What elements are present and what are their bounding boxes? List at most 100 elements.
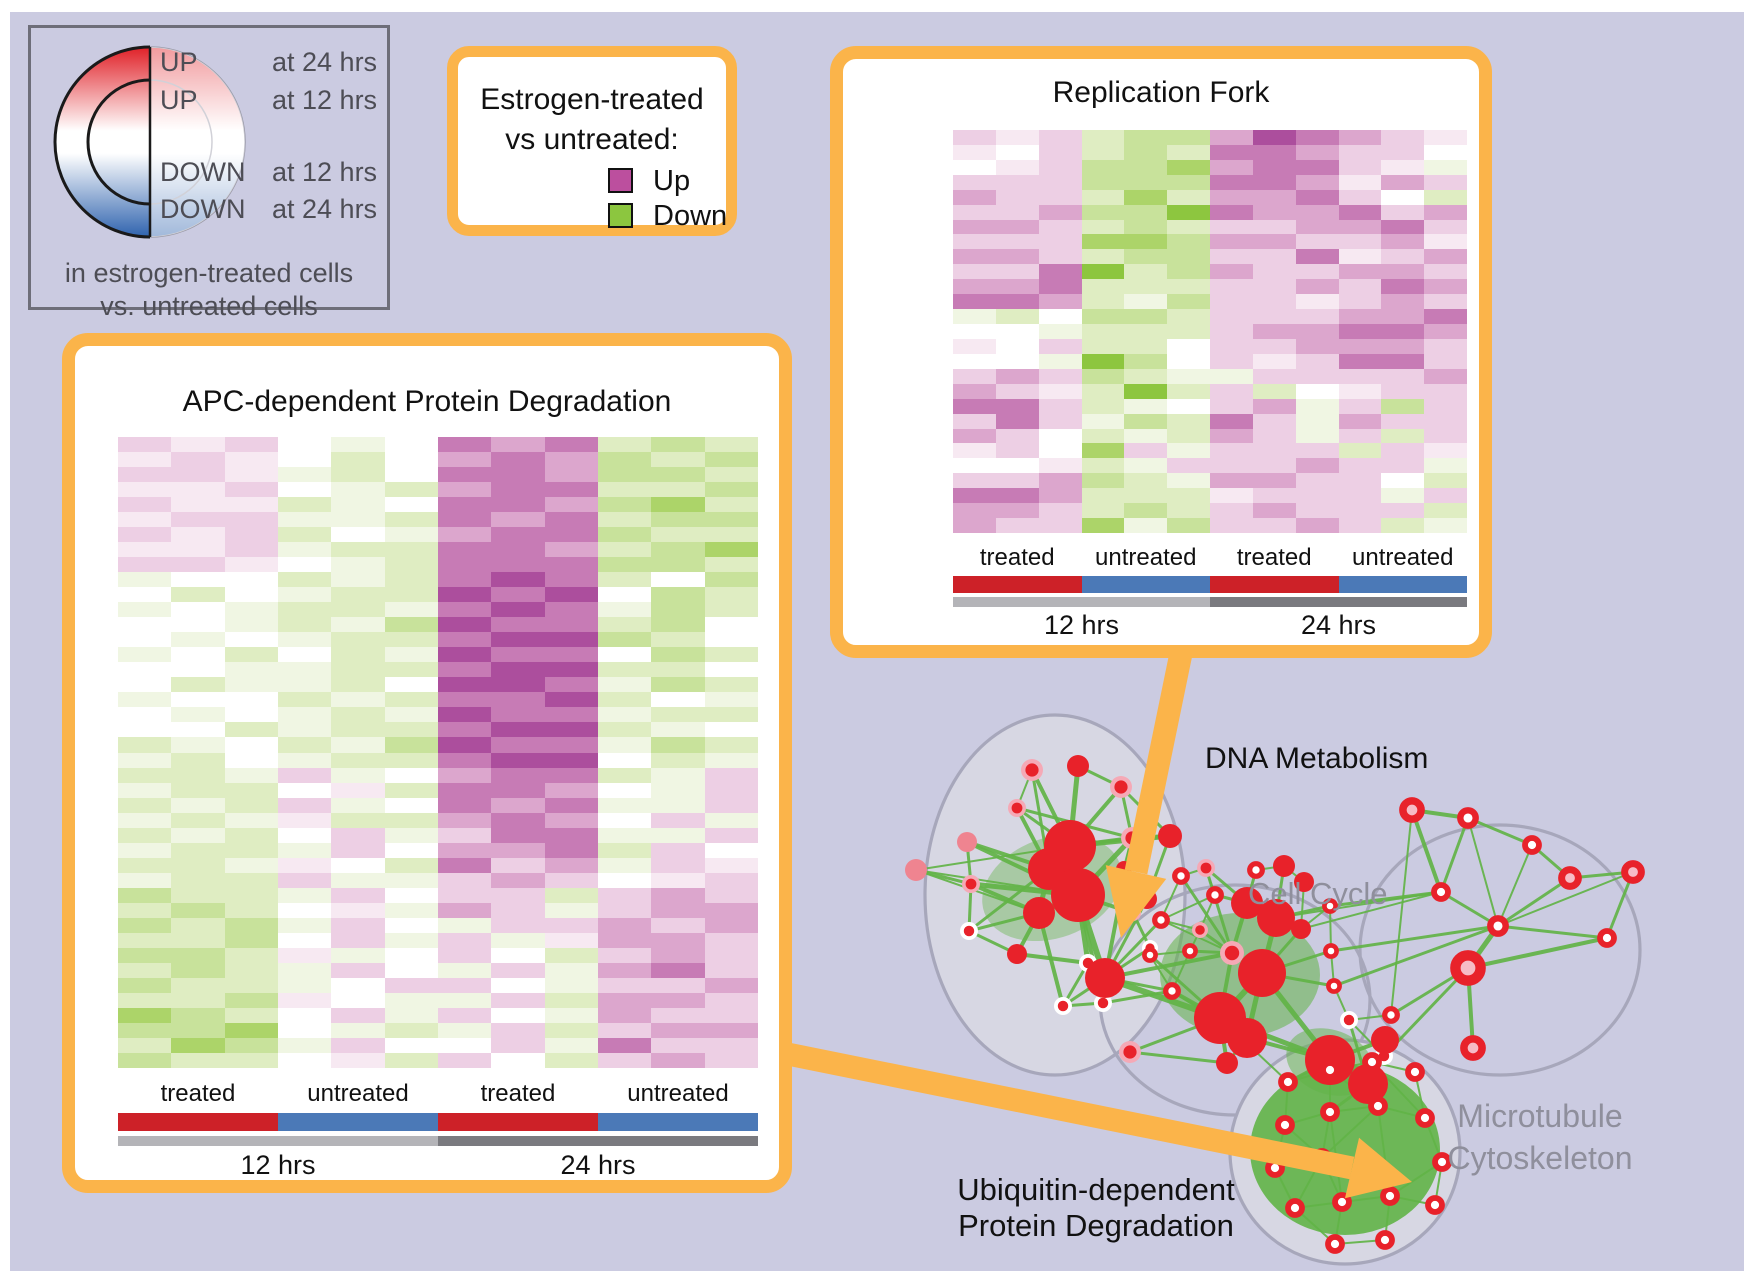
heat-cell — [1252, 130, 1297, 146]
heat-cell — [598, 782, 653, 799]
heat-cell — [1038, 189, 1083, 206]
key-dir: DOWN — [160, 194, 246, 224]
heat-cell — [491, 632, 546, 649]
apc-degradation-heatmap — [118, 437, 758, 1068]
heat-cell — [1081, 353, 1126, 370]
heat-cell — [1381, 234, 1425, 251]
heat-cell — [544, 497, 599, 514]
heat-cell — [995, 338, 1040, 355]
untreated-bar — [278, 1113, 438, 1131]
heat-cell — [1295, 144, 1340, 161]
heat-cell — [704, 947, 758, 965]
heat-cell — [1124, 324, 1168, 340]
heat-cell — [331, 782, 386, 799]
heat-cell — [384, 587, 439, 604]
heat-cell — [384, 512, 439, 529]
heat-cell — [598, 677, 653, 694]
heat-cell — [1210, 518, 1254, 533]
heat-cell — [995, 458, 1040, 475]
heat-cell — [1081, 443, 1126, 460]
heat-cell — [651, 932, 706, 950]
gene-node-ring — [1322, 898, 1338, 914]
heat-cell — [544, 887, 599, 904]
heat-cell — [278, 872, 333, 889]
heat-cell — [1338, 443, 1383, 460]
heat-cell — [651, 902, 706, 920]
heat-cell — [171, 557, 226, 574]
heat-cell — [1252, 249, 1297, 266]
heat-cell — [118, 437, 173, 454]
heat-cell — [1381, 219, 1425, 236]
microtubule-cytoskeleton-bubble — [1358, 823, 1642, 1077]
heat-cell — [953, 353, 997, 370]
heat-cell — [704, 677, 758, 694]
heat-cell — [953, 219, 997, 236]
heat-cell — [171, 1052, 226, 1068]
heat-cell — [491, 512, 546, 529]
heat-cell — [1295, 264, 1340, 281]
heat-cell — [1038, 294, 1083, 310]
heat-cell — [384, 527, 439, 544]
heat-cell — [1252, 488, 1297, 504]
heat-cell — [224, 617, 279, 634]
heat-cell — [278, 1022, 333, 1040]
heat-cell — [118, 1037, 173, 1055]
key-dir: DOWN — [160, 157, 246, 187]
heat-cell — [224, 602, 279, 619]
heat-cell — [224, 452, 279, 469]
heat-cell — [1252, 518, 1297, 533]
network-edge — [1300, 891, 1442, 930]
gene-node-ring-pink — [1558, 866, 1582, 890]
group-label: treated — [480, 1080, 556, 1107]
heat-cell — [1167, 443, 1211, 460]
heat-cell — [491, 1037, 546, 1055]
heat-cell — [171, 812, 226, 829]
heat-cell — [438, 452, 493, 469]
heat-cell — [1038, 413, 1083, 430]
heat-cell — [1167, 488, 1211, 504]
heat-cell — [224, 467, 279, 484]
gene-node-ring — [1382, 1006, 1400, 1024]
heat-cell — [224, 707, 279, 724]
heat-cell — [1210, 458, 1254, 475]
heat-cell — [384, 977, 439, 995]
heat-cell — [995, 279, 1040, 295]
heat-cell — [704, 842, 758, 859]
heat-cell — [1252, 189, 1297, 206]
heat-cell — [1124, 428, 1168, 445]
heat-cell — [1381, 264, 1425, 281]
heat-cell — [438, 842, 493, 859]
heat-cell — [438, 1022, 493, 1040]
heat-cell — [1381, 488, 1425, 504]
heat-cell — [1295, 518, 1340, 533]
heat-cell — [171, 842, 226, 859]
heat-cell — [491, 542, 546, 559]
heat-cell — [953, 309, 997, 325]
heat-cell — [278, 497, 333, 514]
heat-cell — [1424, 294, 1467, 310]
heat-cell — [171, 497, 226, 514]
heat-cell — [1081, 264, 1126, 281]
gene-node-ring — [1323, 943, 1339, 959]
gene-node-solid — [1305, 1035, 1355, 1085]
heat-cell — [544, 542, 599, 559]
heat-cell — [438, 797, 493, 814]
heat-cell — [1038, 458, 1083, 475]
heat-cell — [704, 992, 758, 1010]
heat-cell — [331, 962, 386, 980]
heat-cell — [278, 572, 333, 589]
heat-cell — [438, 782, 493, 799]
heat-cell — [171, 827, 226, 844]
heat-cell — [384, 962, 439, 980]
down-label: Down — [653, 200, 728, 232]
heat-cell — [1424, 234, 1467, 251]
heat-cell — [171, 437, 226, 454]
heat-cell — [331, 947, 386, 965]
heat-cell — [1252, 383, 1297, 400]
heat-cell — [1081, 458, 1126, 475]
heat-cell — [1252, 443, 1297, 460]
heat-cell — [278, 827, 333, 844]
up-swatch — [608, 168, 633, 193]
heat-cell — [491, 677, 546, 694]
heat-cell — [598, 737, 653, 754]
